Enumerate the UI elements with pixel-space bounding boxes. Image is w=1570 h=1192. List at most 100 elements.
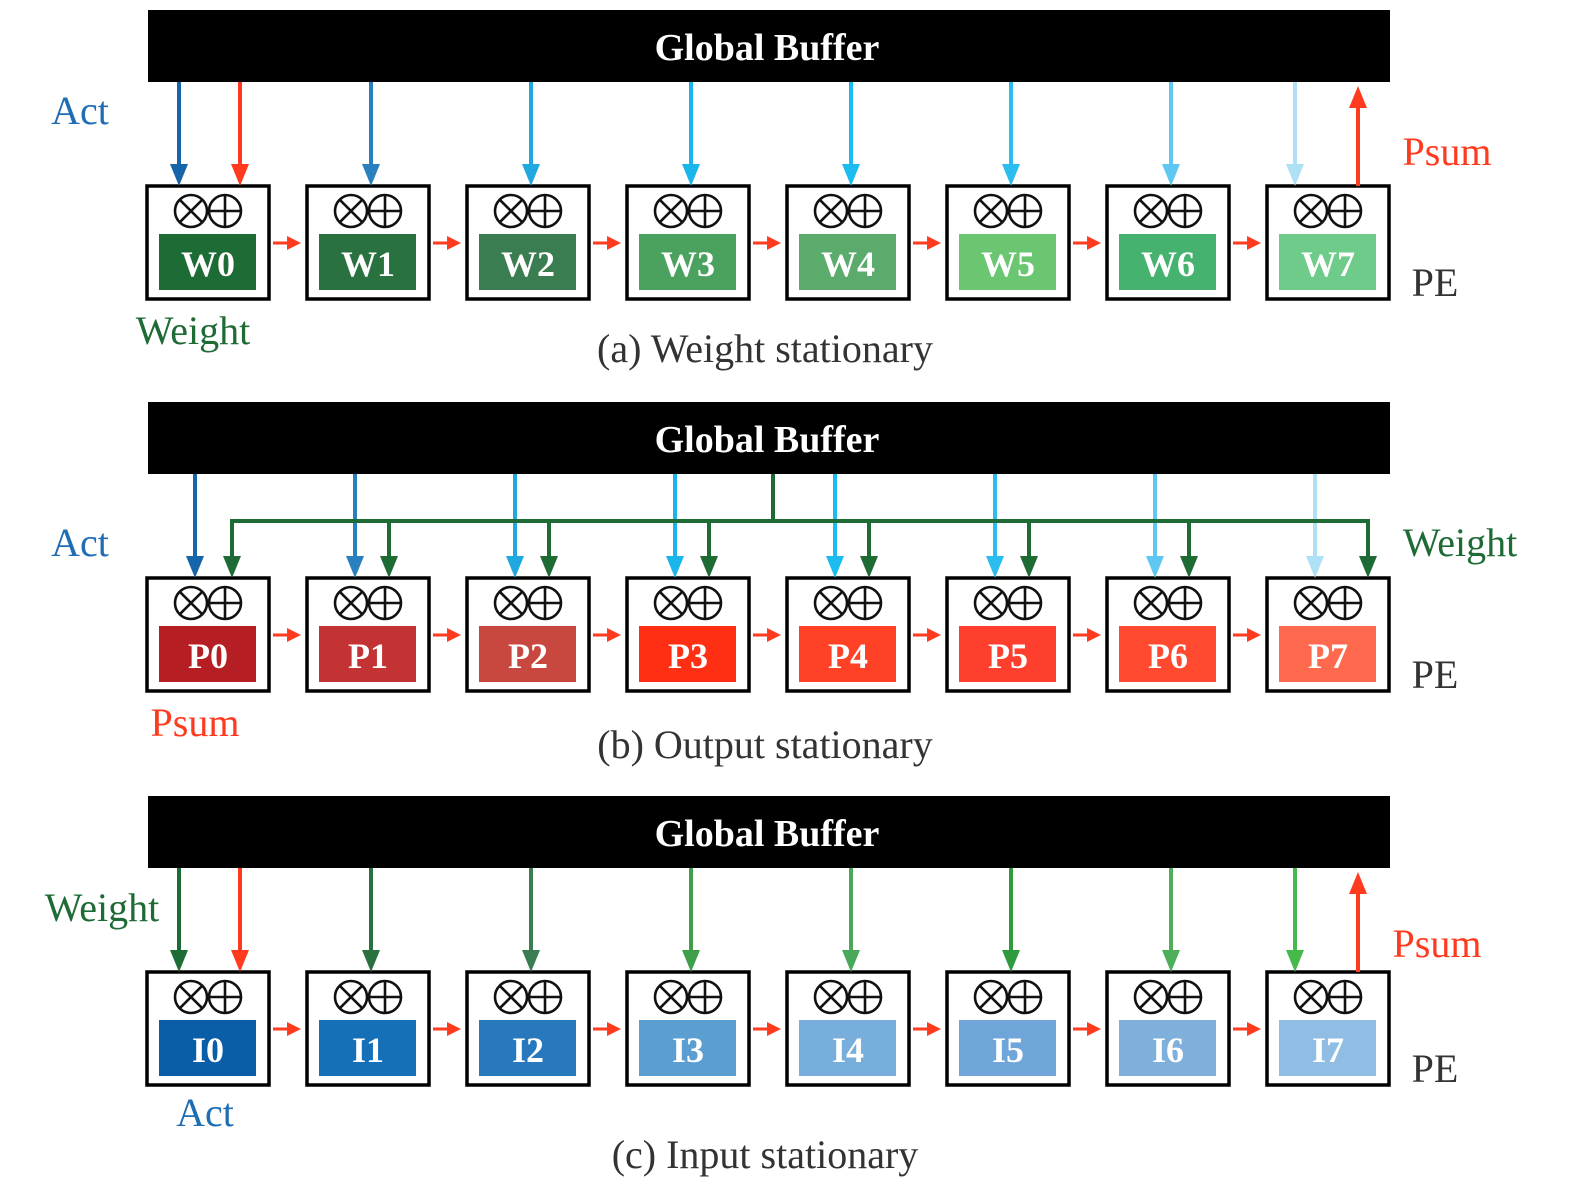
register-cell bbox=[799, 626, 896, 682]
multiply-circle bbox=[493, 585, 529, 621]
multiply-circle bbox=[1133, 193, 1169, 229]
arrow-head bbox=[682, 164, 700, 186]
left-input-label: Act bbox=[51, 88, 109, 133]
multiply-circle bbox=[1293, 585, 1329, 621]
arrow-head bbox=[1349, 86, 1367, 108]
register-cell bbox=[639, 1020, 736, 1076]
multiply-icon bbox=[173, 979, 209, 1015]
multiply-icon bbox=[813, 193, 849, 229]
multiply-stroke bbox=[658, 198, 684, 224]
multiply-icon bbox=[973, 585, 1009, 621]
add-icon bbox=[847, 585, 883, 621]
global-buffer-label: Global Buffer bbox=[655, 27, 880, 69]
pe-2: P2 bbox=[465, 576, 591, 693]
add-icon bbox=[847, 193, 883, 229]
add-icon bbox=[687, 193, 723, 229]
pe-link-arrow bbox=[1073, 628, 1101, 642]
pe-link-arrow bbox=[913, 236, 941, 250]
pe-link-arrow bbox=[433, 1022, 461, 1036]
multiply-icon bbox=[973, 979, 1009, 1015]
multiply-circle bbox=[493, 193, 529, 229]
arrow-head bbox=[1306, 556, 1324, 578]
arrow-head bbox=[231, 950, 249, 972]
register-cell-label: W4 bbox=[821, 244, 875, 284]
arrow-head bbox=[1146, 556, 1164, 578]
pe-link-arrow bbox=[273, 236, 301, 250]
pe-link-arrow bbox=[273, 628, 301, 642]
arrow-head bbox=[1359, 556, 1377, 578]
arrow-head bbox=[1180, 556, 1198, 578]
multiply-stroke bbox=[978, 198, 1004, 224]
multiply-circle bbox=[813, 193, 849, 229]
add-icon bbox=[1167, 585, 1203, 621]
multiply-stroke bbox=[818, 590, 844, 616]
multiply-icon bbox=[493, 193, 529, 229]
arrow-head bbox=[1349, 872, 1367, 894]
multiply-circle bbox=[653, 979, 689, 1015]
pe-link-arrow bbox=[593, 1022, 621, 1036]
multiply-circle bbox=[653, 585, 689, 621]
add-icon bbox=[1327, 585, 1363, 621]
pe-4: P4 bbox=[785, 576, 911, 693]
pe-link-arrow bbox=[593, 236, 621, 250]
register-cell-label: P6 bbox=[1148, 636, 1188, 676]
register-cell bbox=[319, 234, 416, 290]
multiply-stroke bbox=[178, 984, 204, 1010]
arrow-head bbox=[767, 628, 781, 642]
pe-6: W6 bbox=[1105, 184, 1231, 301]
weight-branch-arrow bbox=[1180, 519, 1198, 578]
arrow-head bbox=[927, 236, 941, 250]
multiply-icon bbox=[973, 193, 1009, 229]
arrow-head bbox=[287, 236, 301, 250]
down-arrow bbox=[1002, 868, 1020, 972]
add-icon bbox=[687, 979, 723, 1015]
arrow-head bbox=[170, 164, 188, 186]
arrow-head bbox=[540, 556, 558, 578]
arrow-head bbox=[362, 950, 380, 972]
multiply-icon bbox=[1133, 585, 1169, 621]
multiply-circle bbox=[1293, 193, 1329, 229]
multiply-stroke bbox=[658, 590, 684, 616]
multiply-circle bbox=[333, 979, 369, 1015]
multiply-circle bbox=[653, 193, 689, 229]
pe-1: I1 bbox=[305, 970, 431, 1087]
arrow-head bbox=[826, 556, 844, 578]
register-cell bbox=[159, 1020, 256, 1076]
register-cell-label: W3 bbox=[661, 244, 715, 284]
arrow-head bbox=[860, 556, 878, 578]
arrow-head bbox=[287, 628, 301, 642]
pe-link-arrow bbox=[273, 1022, 301, 1036]
psum-in-arrow bbox=[231, 868, 249, 972]
multiply-stroke bbox=[338, 590, 364, 616]
pe-5: I5 bbox=[945, 970, 1071, 1087]
add-icon bbox=[207, 585, 243, 621]
down-arrow bbox=[522, 868, 540, 972]
pe-7: I7 bbox=[1265, 970, 1391, 1087]
right-label: Weight bbox=[1403, 520, 1518, 565]
pe-4: W4 bbox=[785, 184, 911, 301]
down-arrow bbox=[170, 82, 188, 186]
multiply-circle bbox=[173, 193, 209, 229]
multiply-circle bbox=[973, 979, 1009, 1015]
pe-link-arrow bbox=[1073, 236, 1101, 250]
down-arrow bbox=[506, 474, 524, 578]
add-icon bbox=[207, 193, 243, 229]
multiply-icon bbox=[1293, 979, 1329, 1015]
down-arrow bbox=[986, 474, 1004, 578]
pe-link-arrow bbox=[433, 236, 461, 250]
multiply-icon bbox=[653, 979, 689, 1015]
down-arrow bbox=[362, 82, 380, 186]
arrow-head bbox=[1247, 628, 1261, 642]
multiply-stroke bbox=[178, 198, 204, 224]
down-arrow bbox=[1286, 82, 1304, 186]
down-arrow bbox=[1002, 82, 1020, 186]
register-cell bbox=[799, 1020, 896, 1076]
pe-0: W0 bbox=[145, 184, 271, 301]
pe-link-arrow bbox=[913, 628, 941, 642]
down-arrow bbox=[1286, 868, 1304, 972]
arrow-head bbox=[607, 628, 621, 642]
arrow-head bbox=[927, 628, 941, 642]
arrow-head bbox=[927, 1022, 941, 1036]
down-arrow bbox=[170, 868, 188, 972]
register-cell-label: I3 bbox=[672, 1030, 704, 1070]
